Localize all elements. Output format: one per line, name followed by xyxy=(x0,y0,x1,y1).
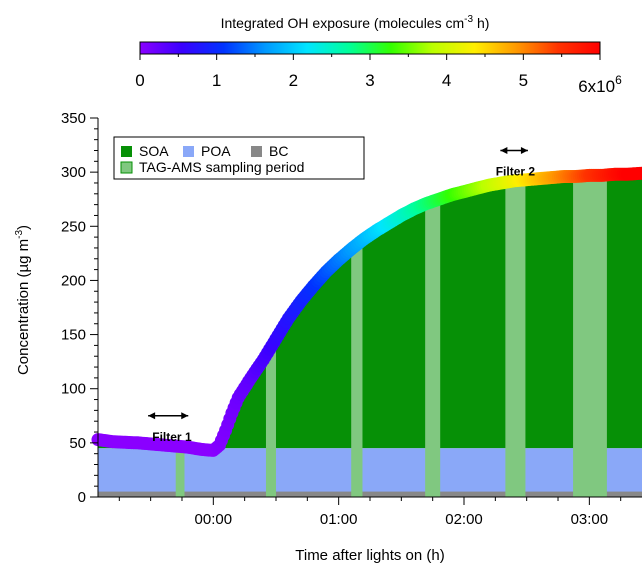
y-tick-label: 200 xyxy=(61,272,86,289)
filter-arrow-head xyxy=(521,147,528,154)
colorbar: Integrated OH exposure (molecules cm-3 h… xyxy=(135,14,622,96)
legend-swatch-soa xyxy=(121,146,132,157)
colorbar-tick-label: 1 xyxy=(212,71,221,90)
filter-arrow-head xyxy=(500,147,507,154)
sampling-period-bar xyxy=(351,245,362,497)
legend-swatch-bc xyxy=(251,146,262,157)
x-axis-label: Time after lights on (h) xyxy=(295,547,445,564)
y-tick-label: 350 xyxy=(61,110,86,127)
colorbar-tick-label: 5 xyxy=(519,71,528,90)
sampling-period-bar xyxy=(573,175,607,497)
x-tick-label: 02:00 xyxy=(445,511,483,528)
sampling-period-bar xyxy=(176,446,185,497)
y-tick-label: 50 xyxy=(69,435,86,452)
plot-area: Filter 1 Filter 2 xyxy=(92,147,642,497)
filter-arrow-head xyxy=(148,412,155,419)
colorbar-bar xyxy=(140,42,600,54)
legend-label-bc: BC xyxy=(269,143,288,159)
legend-label-soa: SOA xyxy=(139,143,169,159)
filter-arrow-head xyxy=(181,412,188,419)
legend-swatch-sampling xyxy=(121,162,132,173)
legend-label-sampling: TAG-AMS sampling period xyxy=(139,159,304,175)
sampling-period-bar xyxy=(505,181,525,497)
legend-label-poa: POA xyxy=(201,143,231,159)
colorbar-tick-label: 4 xyxy=(442,71,451,90)
y-tick-label: 100 xyxy=(61,381,86,398)
sampling-period-bar xyxy=(425,201,440,497)
colorbar-title: Integrated OH exposure (molecules cm-3 h… xyxy=(221,14,490,31)
y-tick-label: 300 xyxy=(61,164,86,181)
soa-area xyxy=(98,173,642,448)
y-axis-label: Concentration (µg m-3) xyxy=(14,225,32,375)
colorbar-last-tick-label: 6x106 xyxy=(578,73,622,96)
colorbar-ticks: 0 1 2 3 4 5 xyxy=(135,54,600,90)
x-tick-label: 01:00 xyxy=(320,511,358,528)
filter-label: Filter 1 xyxy=(152,430,192,444)
y-tick-label: 250 xyxy=(61,218,86,235)
y-axis-ticks: 0 50 100 150 200 250 300 350 xyxy=(61,110,98,506)
sampling-period-bar xyxy=(266,347,276,497)
filter-label: Filter 2 xyxy=(496,164,536,178)
legend-swatch-poa xyxy=(183,146,194,157)
colorbar-tick-label: 3 xyxy=(365,71,374,90)
colorbar-tick-label: 2 xyxy=(289,71,298,90)
legend: SOA POA BC TAG-AMS sampling period xyxy=(114,137,364,179)
x-tick-label: 03:00 xyxy=(571,511,609,528)
y-tick-label: 150 xyxy=(61,327,86,344)
colorbar-tick-label: 0 xyxy=(135,71,144,90)
x-axis-ticks: 00:00 01:00 02:00 03:00 xyxy=(119,497,620,528)
x-tick-label: 00:00 xyxy=(195,511,233,528)
y-tick-label: 0 xyxy=(78,489,86,506)
